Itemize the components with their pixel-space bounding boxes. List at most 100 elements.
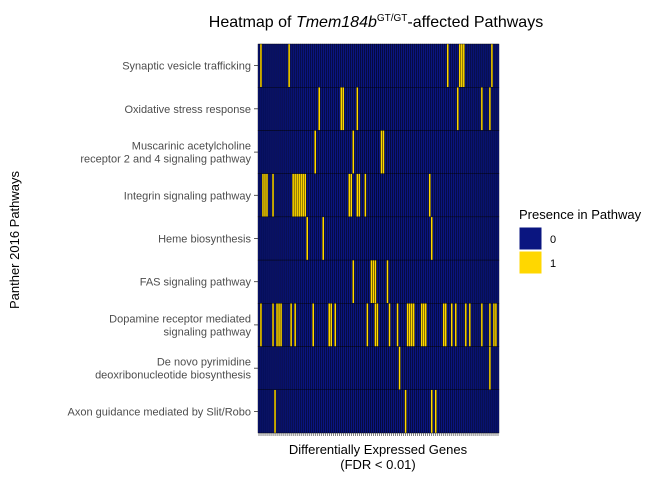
heatmap-cell-absent (492, 389, 496, 434)
heatmap-cell-absent (326, 87, 329, 131)
heatmap-cell-absent (257, 43, 261, 88)
heatmap-row (257, 303, 500, 347)
heatmap-cell-present (271, 173, 275, 218)
heatmap-cell-absent (394, 43, 397, 88)
heatmap-cell-absent (410, 173, 413, 218)
heatmap-cell-absent (364, 346, 367, 390)
heatmap-cell-absent (440, 173, 443, 218)
heatmap-cell-absent (424, 87, 427, 131)
heatmap-cell-absent (472, 173, 476, 218)
heatmap-cell-absent (474, 173, 478, 218)
heatmap-cell-absent (301, 346, 305, 390)
heatmap-cell-absent (444, 130, 447, 174)
heatmap-cell-absent (334, 216, 337, 261)
heatmap-cell-absent (434, 87, 437, 131)
heatmap-cell-absent (308, 130, 311, 174)
heatmap-cell-present (386, 259, 389, 304)
heatmap-cell-absent (348, 346, 351, 390)
heatmap-cell-absent (322, 259, 325, 304)
heatmap-cell-absent (380, 303, 383, 347)
row-label: FAS signaling pathway (140, 277, 252, 289)
heatmap-cell-absent (259, 216, 263, 261)
heatmap-cell-absent (472, 346, 476, 390)
heatmap-cell-absent (322, 43, 325, 88)
heatmap-cell-absent (436, 216, 439, 261)
chart-title: Heatmap of Tmem184bGT/GT-affected Pathwa… (209, 13, 543, 31)
heatmap-cell-absent (263, 130, 267, 174)
heatmap-cell-absent (448, 43, 452, 88)
heatmap-cell-absent (261, 43, 265, 88)
heatmap-cell-absent (295, 389, 299, 434)
heatmap-cell-absent (293, 87, 297, 131)
heatmap-cell-absent (301, 389, 305, 434)
heatmap-cell-absent (404, 259, 407, 304)
heatmap-cell-absent (488, 173, 492, 218)
heatmap-cell-absent (338, 43, 341, 88)
heatmap-cell-absent (424, 130, 427, 174)
heatmap-cell-absent (328, 87, 331, 131)
row-label-line: deoxribonucleotide biosynthesis (95, 370, 251, 382)
heatmap-cell-absent (326, 259, 329, 304)
heatmap-cell-absent (295, 259, 299, 304)
heatmap-cell-absent (406, 43, 409, 88)
heatmap-cell-absent (378, 130, 381, 174)
heatmap-cell-absent (400, 346, 403, 390)
legend-key (518, 226, 543, 251)
heatmap-cell-absent (301, 216, 305, 261)
heatmap-cell-absent (412, 173, 415, 218)
heatmap-cell-absent (440, 87, 443, 131)
heatmap-cell-absent (360, 87, 363, 131)
heatmap-cell-absent (314, 173, 317, 218)
heatmap-cell-absent (410, 389, 413, 434)
heatmap-cell-absent (406, 389, 409, 434)
heatmap-cell-absent (478, 346, 482, 390)
heatmap-cell-absent (490, 389, 494, 434)
heatmap-cell-absent (474, 216, 478, 261)
heatmap-cell-absent (308, 43, 311, 88)
heatmap-cell-absent (426, 259, 429, 304)
heatmap-cell-absent (338, 130, 341, 174)
heatmap-cell-absent (291, 130, 295, 174)
heatmap-cell-absent (269, 346, 273, 390)
heatmap-cell-absent (356, 216, 359, 261)
heatmap-cell-absent (390, 303, 393, 347)
heatmap-cell-absent (392, 173, 395, 218)
heatmap-cell-present (388, 303, 391, 347)
heatmap-cell-absent (358, 259, 361, 304)
heatmap-cell-absent (390, 43, 393, 88)
heatmap-cell-absent (314, 346, 317, 390)
heatmap-cell-absent (454, 43, 458, 88)
heatmap-cell-absent (480, 173, 484, 218)
heatmap-cell-absent (402, 87, 405, 131)
heatmap-cell-absent (289, 87, 293, 131)
heatmap-cell-absent (310, 43, 313, 88)
heatmap-cell-absent (326, 130, 329, 174)
heatmap-cell-absent (414, 173, 417, 218)
heatmap-cell-absent (366, 173, 369, 218)
heatmap-cell-present (488, 87, 492, 131)
heatmap-cell-present (291, 173, 295, 218)
heatmap-cell-absent (297, 346, 301, 390)
heatmap-cell-absent (281, 216, 285, 261)
heatmap-cell-absent (460, 346, 464, 390)
heatmap-cell-absent (494, 346, 498, 390)
heatmap-cell-absent (354, 346, 357, 390)
heatmap-cell-present (342, 87, 345, 131)
heatmap-cell-absent (297, 130, 301, 174)
heatmap-cell-absent (257, 130, 261, 174)
heatmap-cell-absent (299, 87, 303, 131)
heatmap-cell-absent (450, 389, 454, 434)
heatmap-cell-absent (416, 87, 419, 131)
heatmap-cell-present (261, 173, 265, 218)
heatmap-cell-absent (281, 259, 285, 304)
heatmap-cell-absent (482, 173, 486, 218)
heatmap-cell-absent (466, 87, 470, 131)
heatmap-cell-absent (438, 173, 441, 218)
heatmap-cell-absent (348, 216, 351, 261)
heatmap-cell-absent (283, 259, 287, 304)
heatmap-cell-absent (404, 303, 407, 347)
heatmap-cell-absent (372, 173, 375, 218)
heatmap-cell-absent (390, 259, 393, 304)
heatmap-cell-absent (404, 87, 407, 131)
heatmap-cell-absent (275, 173, 279, 218)
